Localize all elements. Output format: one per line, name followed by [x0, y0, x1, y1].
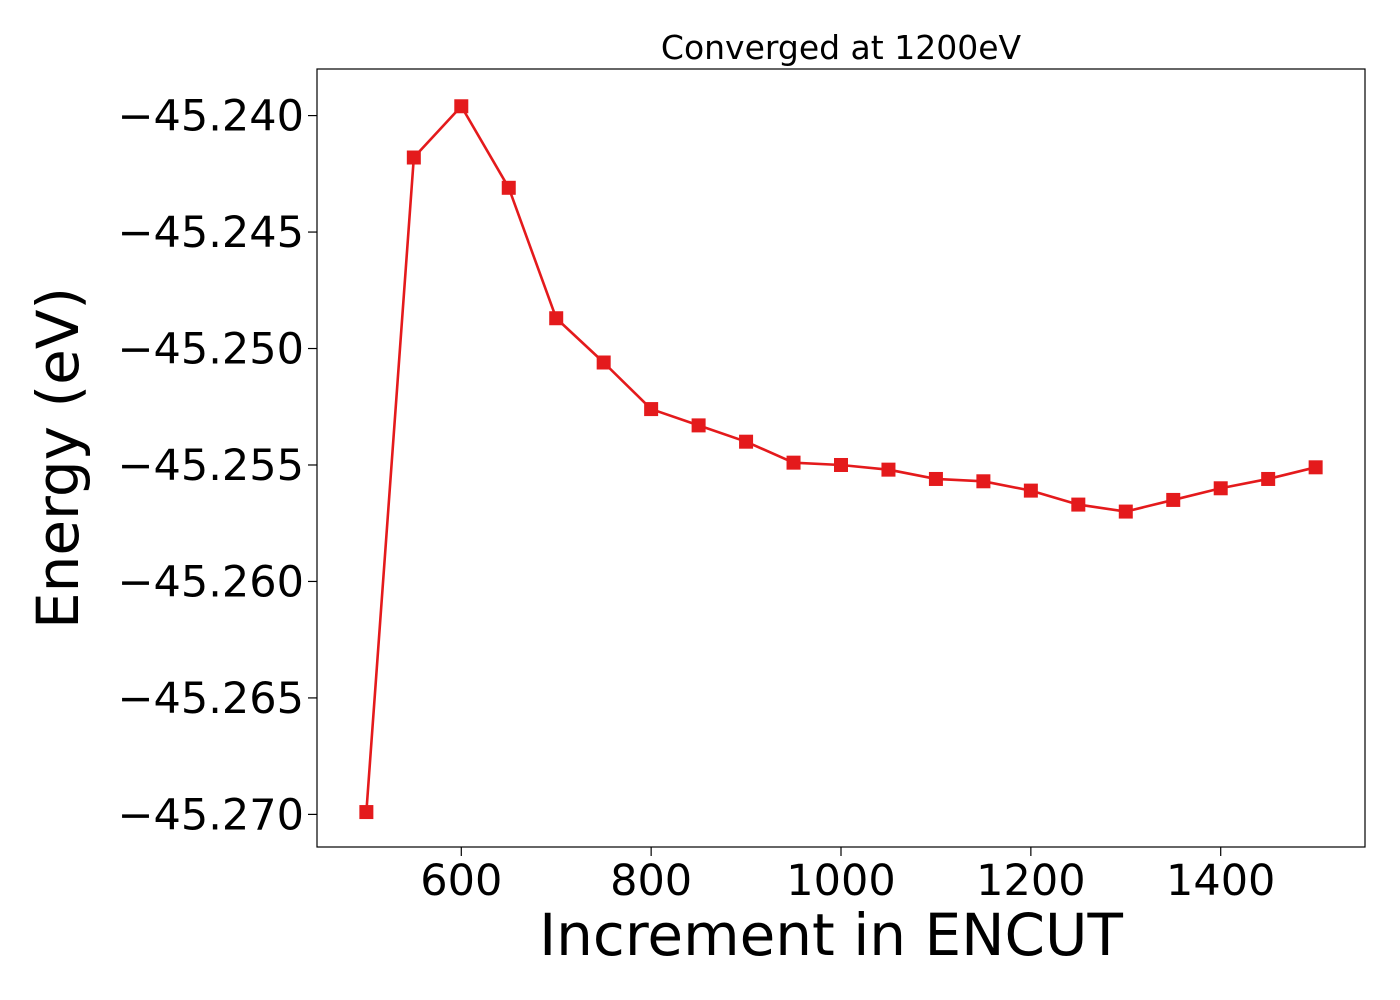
data-point [1166, 492, 1181, 507]
x-tick-label: 800 [610, 856, 692, 906]
x-tick-label: 600 [420, 856, 502, 906]
data-point [1023, 483, 1038, 498]
data-point [454, 99, 469, 114]
y-tick-label: −45.250 [118, 325, 305, 375]
data-point [549, 311, 564, 326]
data-point [1261, 471, 1276, 486]
data-point [786, 455, 801, 470]
y-tick-label: −45.240 [118, 92, 305, 142]
y-axis-label: Energy (eV) [24, 287, 92, 629]
x-tick-label: 1200 [976, 856, 1085, 906]
x-tick-label: 1000 [786, 856, 895, 906]
y-tick-label: −45.245 [118, 208, 305, 258]
y-tick-label: −45.270 [118, 790, 305, 840]
series-layer [359, 99, 1323, 820]
y-axis: −45.240 −45.245 −45.250 −45.255 −45.260 −45.2… [118, 92, 317, 840]
x-axis: 600 800 1000 1200 1400 [420, 847, 1275, 906]
x-axis-label: Increment in ENCUT [539, 901, 1123, 969]
y-tick-label: −45.265 [118, 674, 305, 724]
data-point [691, 418, 706, 433]
data-point [359, 805, 374, 820]
data-point [1308, 460, 1323, 475]
data-point [1071, 497, 1086, 512]
chart-title: Converged at 1200eV [661, 28, 1022, 67]
y-tick-label: −45.260 [118, 557, 305, 607]
data-point [1118, 504, 1133, 519]
x-tick-label: 1400 [1166, 856, 1275, 906]
data-point [501, 180, 516, 195]
data-point [834, 457, 848, 472]
data-point [644, 402, 659, 417]
data-point [739, 434, 754, 449]
data-point [406, 150, 421, 165]
y-tick-label: −45.255 [118, 441, 305, 491]
data-point [596, 355, 611, 370]
data-point [881, 462, 896, 477]
data-point [928, 471, 943, 486]
data-point [976, 474, 991, 489]
data-point [1213, 481, 1228, 496]
